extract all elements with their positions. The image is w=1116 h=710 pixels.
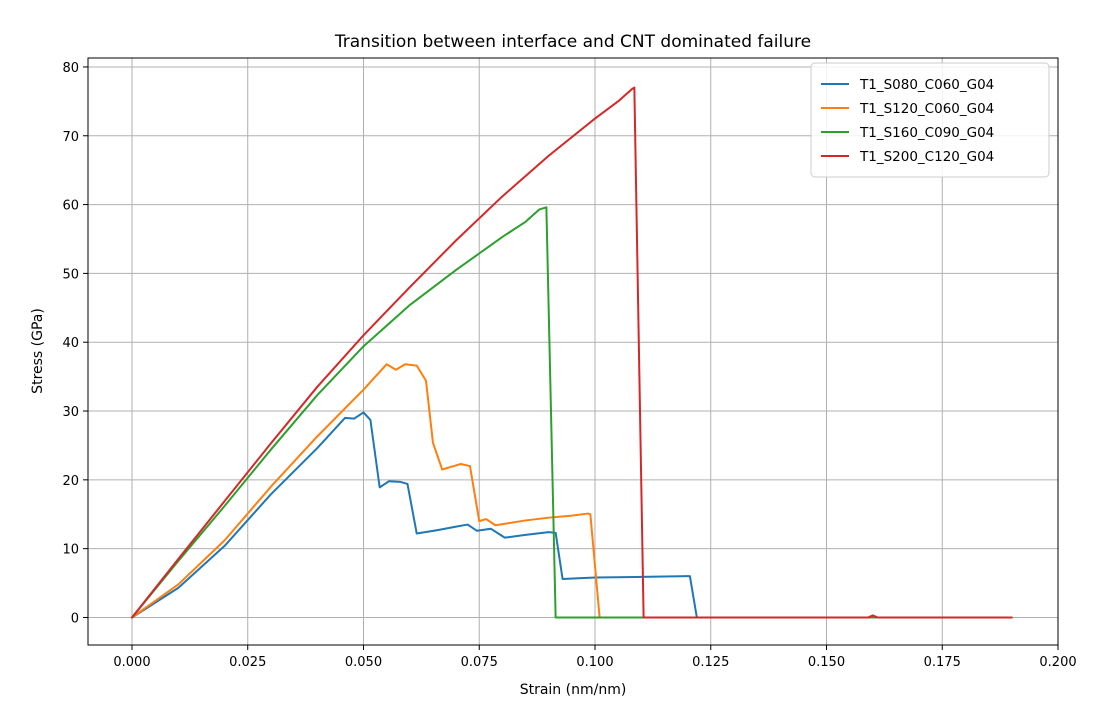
legend-label: T1_S080_C060_G04 — [859, 77, 994, 93]
x-tick-label: 0.075 — [461, 655, 498, 670]
y-tick-label: 40 — [62, 336, 79, 351]
y-tick-label: 50 — [62, 267, 79, 282]
y-tick-label: 10 — [62, 543, 79, 558]
y-tick-label: 20 — [62, 474, 79, 489]
x-tick-label: 0.175 — [924, 655, 961, 670]
series-lines — [130, 86, 1013, 619]
y-tick-label: 80 — [62, 61, 79, 76]
y-axis-label: Stress (GPa) — [30, 308, 46, 394]
x-axis-label: Strain (nm/nm) — [520, 682, 627, 698]
legend: T1_S080_C060_G04 T1_S120_C060_G04 T1_S160_… — [810, 62, 1050, 178]
y-tick-label: 0 — [71, 611, 79, 626]
legend-label: T1_S200_C120_G04 — [859, 149, 994, 165]
series-line-3 — [130, 206, 1013, 619]
x-tick-label: 0.050 — [345, 655, 382, 670]
legend-label: T1_S120_C060_G04 — [859, 101, 994, 117]
plot-frame — [87, 57, 1059, 646]
series-line-4 — [130, 86, 1013, 619]
x-tick-label: 0.025 — [229, 655, 266, 670]
x-tick-label: 0.100 — [576, 655, 613, 670]
x-tick-label: 0.150 — [808, 655, 845, 670]
y-tick-label: 60 — [62, 199, 79, 214]
legend-label: T1_S160_C090_G04 — [859, 125, 994, 141]
chart-title: Transition between interface and CNT dom… — [334, 32, 811, 52]
x-tick-label: 0.000 — [113, 655, 150, 670]
y-tick-label: 70 — [62, 130, 79, 145]
x-tick-label: 0.125 — [692, 655, 729, 670]
axis-ticks: 0.000 0.025 0.050 0.075 0.100 0.125 0.150 0.175… — [62, 61, 1076, 670]
legend-box — [810, 62, 1050, 178]
y-tick-label: 30 — [62, 405, 79, 420]
series-line-1 — [130, 411, 1013, 619]
series-line-2 — [130, 363, 1013, 619]
x-tick-label: 0.200 — [1039, 655, 1076, 670]
